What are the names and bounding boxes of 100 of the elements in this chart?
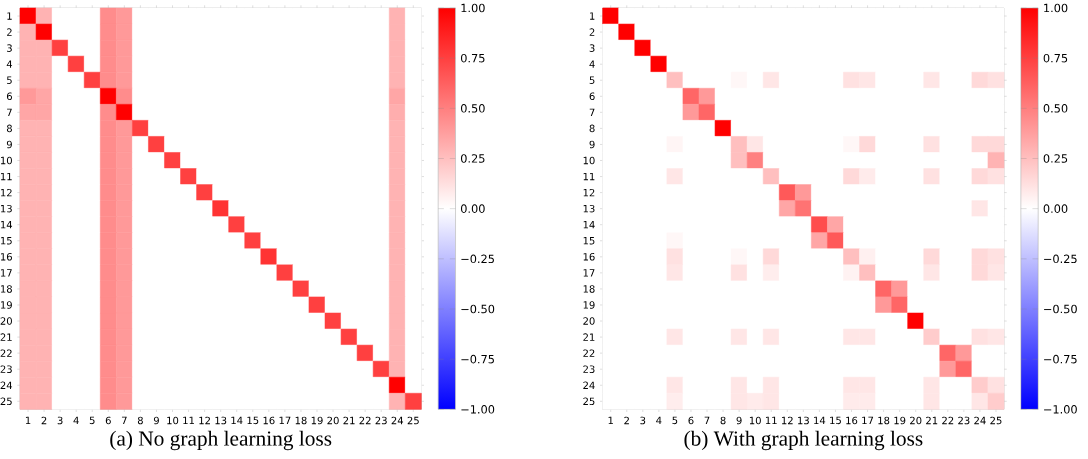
x-tick-label: 14 [814,416,826,425]
y-tick-label: 17 [583,269,595,277]
x-tick-label: 3 [57,416,63,425]
x-tick-label: 23 [958,416,970,425]
y-tick-label: 13 [1,205,12,213]
x-tick-label: 12 [199,416,210,425]
x-tick-label: 13 [215,416,227,425]
y-tick-label: 24 [0,381,13,390]
y-tick-label: 25 [0,397,12,406]
x-tick-label: 2 [624,416,629,425]
color-bar-label: 0.25 [1043,154,1068,163]
y-tick-label: 10 [583,156,595,165]
y-tick-label: 16 [1,253,12,261]
y-tick-label: 11 [583,173,595,181]
color-bar-label: −0.75 [461,355,494,364]
y-tick-label: 19 [1,301,12,309]
y-tick-label: 4 [589,60,595,68]
y-tick-label: 3 [7,44,12,53]
x-tick-label: 11 [183,416,194,425]
x-tick-label: 11 [765,416,777,425]
x-tick-label: 14 [231,416,243,425]
x-tick-label: 18 [295,416,307,425]
x-tick-label: 3 [640,416,646,425]
color-bar-label: −0.75 [1044,355,1077,364]
y-tick-label: 23 [0,365,12,374]
x-tick-label: 18 [878,416,890,425]
x-tick-label: 24 [974,416,986,425]
x-tick-label: 6 [105,416,111,425]
x-tick-label: 1 [608,416,613,425]
x-tick-label: 22 [359,416,371,425]
y-tick-label: 18 [1,285,12,293]
color-bar-label: −0.50 [1044,304,1077,314]
color-bar-label: −0.25 [1044,254,1077,264]
y-tick-label: 3 [589,44,595,53]
x-tick-label: 25 [407,416,419,425]
x-tick-label: 6 [688,416,694,425]
y-tick-label: 17 [1,269,12,277]
color-bar-label: 1.00 [1044,3,1068,13]
color-bar-label: 0.25 [460,154,485,163]
x-tick-label: 17 [279,416,291,425]
color-bar-label: 1.00 [461,3,485,13]
x-tick-label: 4 [656,416,662,425]
x-tick-label: 13 [798,416,809,425]
color-bar-label: −1.00 [1044,405,1077,414]
y-tick-label: 2 [589,28,595,36]
y-tick-label: 23 [583,365,595,374]
color-bar-label: 0.75 [1043,54,1068,63]
x-tick-label: 10 [167,416,179,425]
x-tick-label: 16 [846,416,858,425]
y-tick-label: 15 [1,237,12,245]
y-tick-label: 21 [0,333,12,341]
x-tick-label: 23 [375,416,387,425]
x-tick-label: 5 [672,416,678,425]
y-tick-label: 7 [7,108,12,117]
x-tick-label: 21 [343,416,355,425]
y-tick-label: 9 [589,140,595,149]
x-axis-title: (a) No graph learning loss [110,430,332,451]
y-tick-label: 22 [583,349,595,358]
x-tick-label: 21 [926,416,938,425]
y-tick-label: 25 [583,397,595,406]
y-tick-label: 6 [589,92,595,101]
x-tick-label: 8 [720,416,726,425]
color-bar-label: 0.75 [460,54,485,63]
x-tick-label: 7 [704,416,710,425]
x-tick-label: 1 [25,416,31,425]
x-tick-label: 20 [327,416,339,425]
x-tick-label: 9 [736,416,742,425]
y-tick-label: 12 [1,189,12,197]
x-tick-label: 12 [782,416,793,425]
y-tick-label: 14 [1,221,13,229]
color-bar-label: −0.50 [461,304,495,314]
y-tick-label: 22 [0,349,12,358]
x-axis-title: (b) With graph learning loss [684,430,923,451]
x-tick-label: 5 [89,416,95,425]
x-tick-label: 20 [910,416,922,425]
y-tick-label: 8 [589,124,595,133]
x-tick-label: 8 [137,416,143,425]
x-tick-label: 7 [121,416,127,425]
y-tick-label: 21 [583,333,595,341]
y-tick-label: 20 [0,317,12,325]
y-tick-label: 1 [7,12,12,20]
x-tick-label: 17 [862,416,874,425]
y-tick-label: 11 [1,173,12,181]
y-tick-label: 18 [583,285,595,293]
x-tick-label: 25 [990,416,1002,425]
y-tick-label: 10 [1,156,12,165]
y-tick-label: 20 [583,317,595,325]
color-bar-label: −0.25 [461,254,494,264]
color-bar-label: 0.50 [460,104,485,113]
y-tick-label: 24 [583,381,595,390]
y-tick-label: 8 [6,124,12,133]
x-tick-label: 16 [263,416,275,425]
y-tick-label: 9 [6,140,12,149]
x-tick-label: 4 [73,416,79,425]
x-tick-label: 24 [391,416,404,425]
y-tick-label: 19 [583,301,595,309]
y-tick-label: 2 [7,28,12,36]
y-tick-label: 16 [583,253,595,261]
y-tick-label: 15 [583,237,595,245]
y-tick-label: 5 [7,76,12,85]
